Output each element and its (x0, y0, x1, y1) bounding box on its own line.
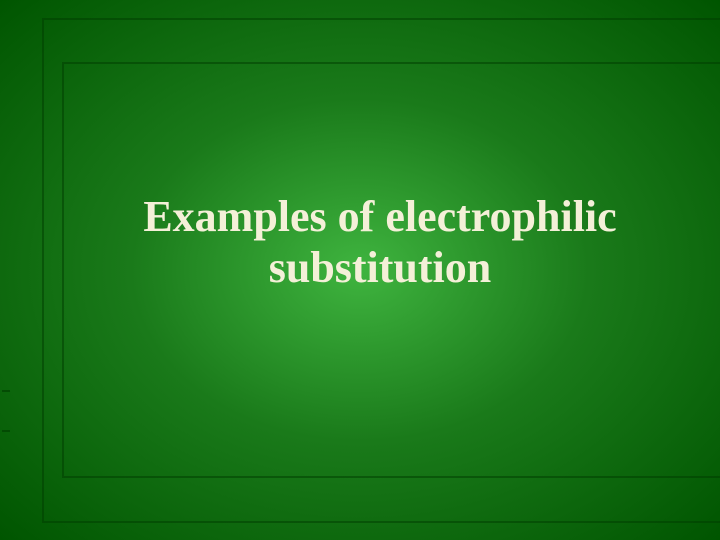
title-line1: Examples of electrophilic (143, 192, 616, 241)
edge-mark (2, 390, 10, 392)
slide-title: Examples of electrophilic substitution (80, 192, 680, 293)
edge-mark (2, 430, 10, 432)
left-edge-marks (2, 390, 10, 470)
slide-container: Examples of electrophilic substitution (0, 0, 720, 540)
title-line2: substitution (269, 243, 492, 292)
